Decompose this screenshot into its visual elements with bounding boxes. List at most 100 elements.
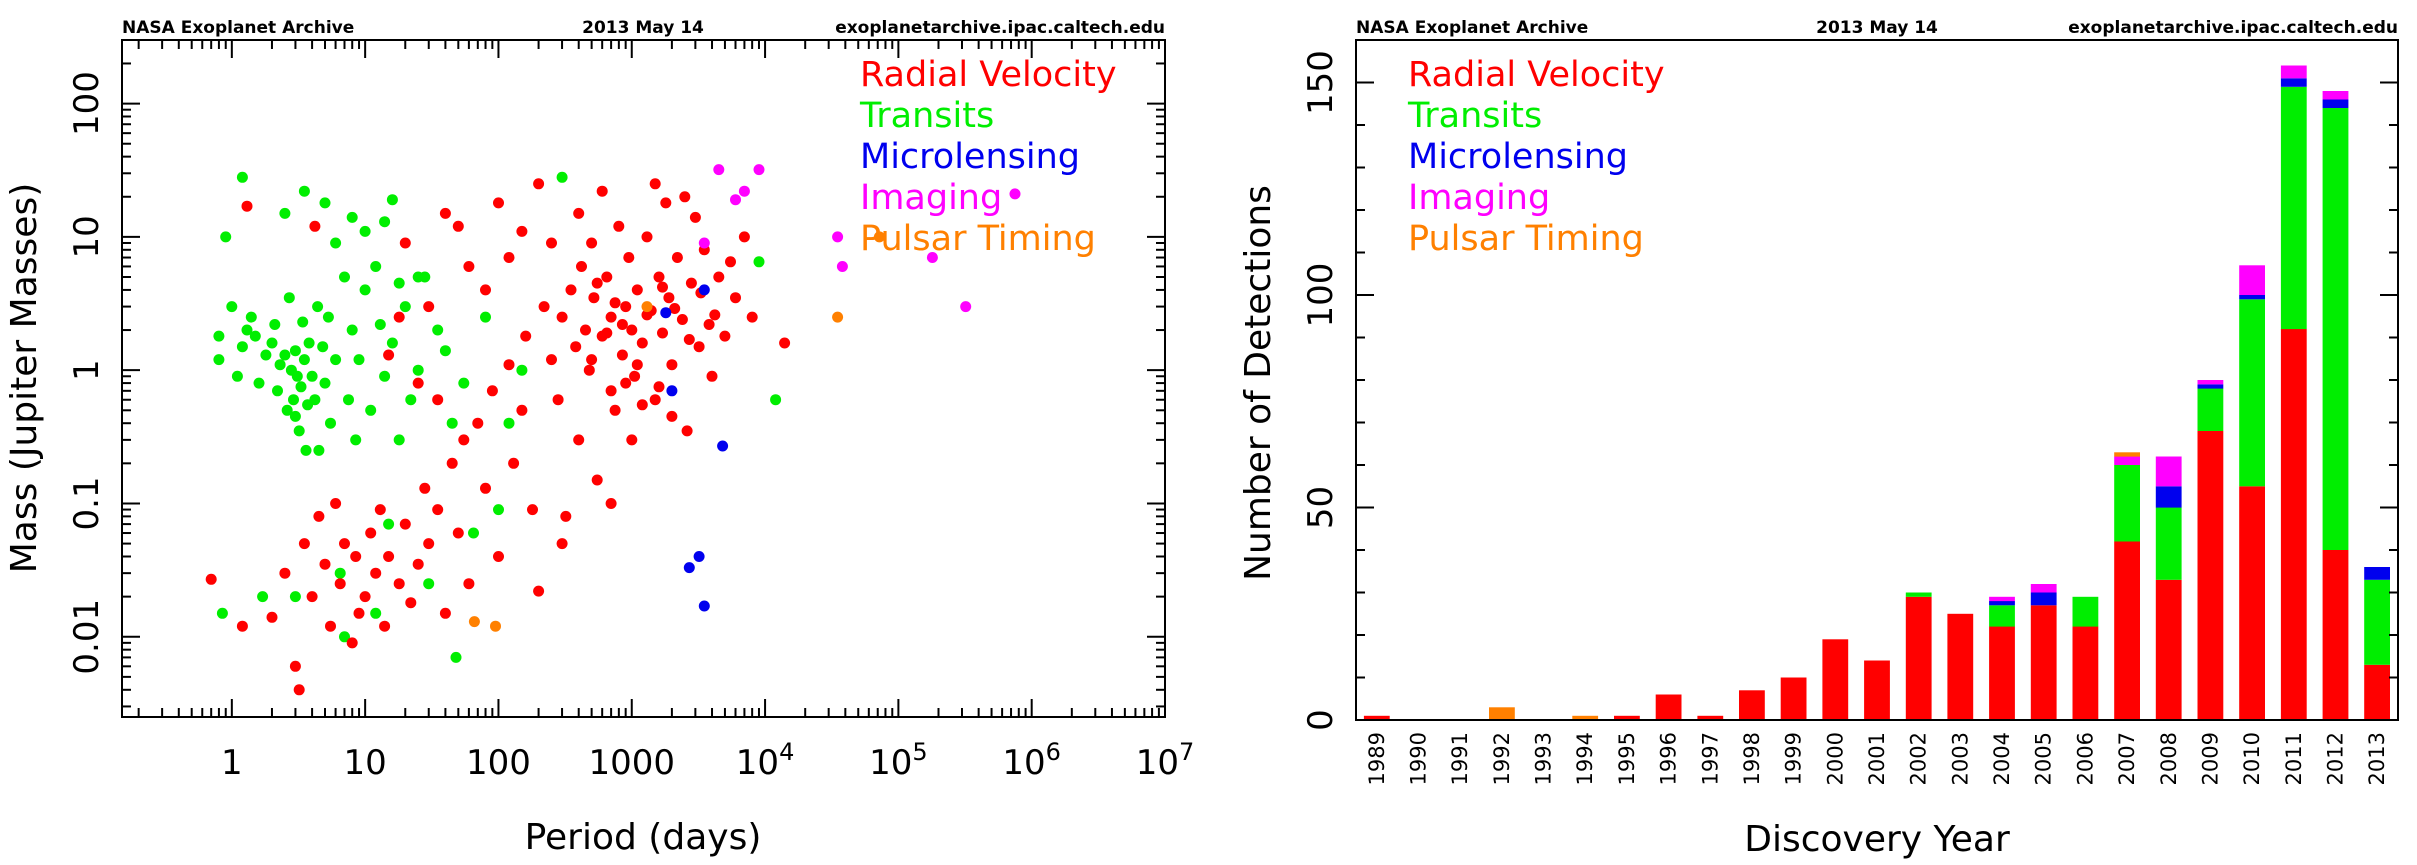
data-point-radial-velocity <box>393 311 405 323</box>
data-point-radial-velocity <box>439 207 451 219</box>
data-point-transits <box>374 319 386 330</box>
data-point-radial-velocity <box>779 337 791 349</box>
data-point-radial-velocity <box>556 311 568 323</box>
data-point-radial-velocity <box>446 457 458 469</box>
data-point-radial-velocity <box>560 510 572 522</box>
x-tick-label: 100 <box>466 743 531 783</box>
data-point-radial-velocity <box>423 301 435 313</box>
x-tick-label-year: 2008 <box>2157 732 2181 785</box>
data-point-radial-velocity <box>493 551 504 562</box>
legend-entry-microlensing: Microlensing <box>1408 137 1628 177</box>
data-point-radial-velocity <box>236 620 248 632</box>
data-point-transits <box>281 404 293 416</box>
data-point-radial-velocity <box>370 567 382 579</box>
data-point-radial-velocity <box>573 207 585 219</box>
data-point-radial-velocity <box>631 284 643 296</box>
bar-segment-radial-velocity <box>1989 626 2015 720</box>
data-point-radial-velocity <box>616 319 628 330</box>
data-point-radial-velocity <box>439 607 451 619</box>
data-point-radial-velocity <box>613 220 625 232</box>
data-point-radial-velocity <box>309 220 321 232</box>
data-point-transits <box>245 311 257 323</box>
bar-segment-radial-velocity <box>2280 329 2307 720</box>
data-point-transits <box>298 185 310 197</box>
x-tick-label: 1 <box>221 743 243 783</box>
data-point-transits <box>383 518 395 530</box>
data-point-transits <box>325 417 336 429</box>
data-point-transits <box>309 394 321 406</box>
data-point-radial-velocity <box>319 558 331 570</box>
data-point-radial-velocity <box>685 277 697 289</box>
bar-segment-radial-velocity <box>1739 690 1765 721</box>
data-point-radial-velocity <box>432 394 444 406</box>
data-point-imaging <box>960 301 972 313</box>
data-point-microlensing <box>698 284 710 296</box>
bar-segment-transits <box>2114 465 2140 542</box>
data-point-radial-velocity <box>330 498 342 509</box>
bar-x-axis-title: Discovery Year <box>1744 819 2010 860</box>
data-point-transits <box>289 345 301 357</box>
bar-segment-transits <box>2197 388 2224 431</box>
data-point-radial-velocity <box>339 538 350 550</box>
data-point-transits <box>386 337 398 349</box>
bar-segment-imaging <box>1989 596 2015 602</box>
data-point-radial-velocity <box>565 284 577 296</box>
data-point-radial-velocity <box>679 191 691 203</box>
scatter-plot-svg: NASA Exoplanet Archive 2013 May 14 exopl… <box>4 18 1194 858</box>
data-point-radial-velocity <box>703 319 715 330</box>
data-point-transits <box>353 354 365 366</box>
data-point-transits <box>257 591 269 603</box>
bar-segment-radial-velocity <box>1697 715 1724 721</box>
bar-segment-imaging <box>2155 456 2182 487</box>
data-point-transits <box>346 324 358 336</box>
data-point-transits <box>379 216 391 228</box>
bar-segment-radial-velocity <box>1363 715 1390 721</box>
data-point-imaging <box>730 194 741 206</box>
data-point-radial-velocity <box>676 314 688 325</box>
data-point-radial-velocity <box>298 538 310 550</box>
bar-segment-microlensing <box>2030 592 2057 606</box>
x-tick-label: 1000 <box>588 743 675 783</box>
data-point-transits <box>319 197 331 209</box>
data-point-radial-velocity <box>405 597 417 609</box>
data-point-transits <box>339 271 350 283</box>
data-point-radial-velocity <box>689 211 701 223</box>
bar-segment-radial-velocity <box>1905 596 1932 721</box>
data-point-transits <box>334 567 346 579</box>
data-point-radial-velocity <box>669 303 681 314</box>
data-point-radial-velocity <box>399 518 411 530</box>
legend-entry-microlensing: Microlensing <box>860 137 1080 177</box>
bar-segment-pulsar-timing <box>1572 715 1599 721</box>
data-point-radial-velocity <box>609 404 621 416</box>
data-point-radial-velocity <box>636 399 648 411</box>
data-point-radial-velocity <box>663 292 675 304</box>
data-point-transits <box>439 345 451 357</box>
data-point-transits <box>295 381 307 393</box>
data-point-radial-velocity <box>313 510 325 522</box>
y-tick-label: 100 <box>67 71 107 136</box>
bar-segment-radial-velocity <box>2197 431 2224 720</box>
bar-segment-transits <box>1905 592 1932 597</box>
data-point-imaging <box>836 261 848 272</box>
data-point-radial-velocity <box>393 578 405 590</box>
data-point-transits <box>249 330 261 342</box>
data-point-radial-velocity <box>629 370 641 382</box>
data-point-transits <box>359 284 371 296</box>
data-point-transits <box>283 292 295 304</box>
data-point-radial-velocity <box>463 261 475 272</box>
data-point-transits <box>216 607 228 619</box>
data-point-transits <box>322 311 334 323</box>
bar-segment-pulsar-timing <box>2114 452 2140 457</box>
header-left: NASA Exoplanet Archive <box>1356 18 1588 38</box>
bar-segment-imaging <box>2114 456 2140 465</box>
x-tick-label-year: 2011 <box>2282 732 2306 785</box>
data-point-radial-velocity <box>580 324 591 336</box>
bar-segment-radial-velocity <box>2030 605 2057 721</box>
data-point-radial-velocity <box>486 385 498 397</box>
data-point-radial-velocity <box>241 200 253 212</box>
bar-segment-microlensing <box>2197 384 2224 389</box>
data-point-radial-velocity <box>353 607 365 619</box>
bar-segment-microlensing <box>2322 99 2349 108</box>
bar-segment-microlensing <box>2280 78 2307 87</box>
data-point-radial-velocity <box>666 410 678 422</box>
